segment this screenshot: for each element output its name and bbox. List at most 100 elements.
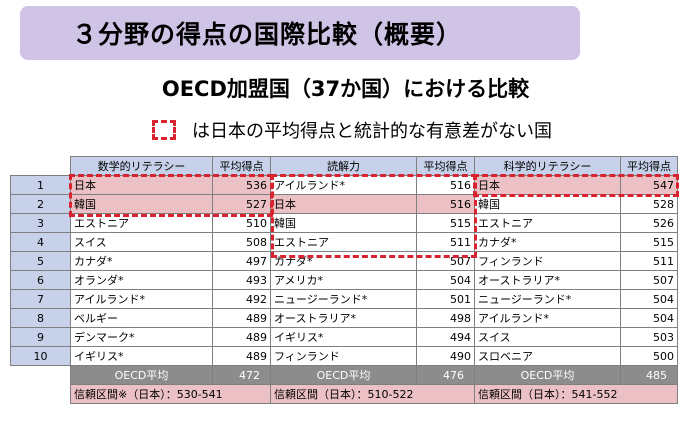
math-country-cell: オランダ* [70,270,213,290]
reading-country-cell: イギリス* [270,327,417,347]
reading-score-cell: 490 [416,346,475,366]
reading-header: 読解力 [270,156,417,176]
math-score-cell: 492 [212,289,271,309]
legend-dashed-box-icon [152,120,176,140]
science-country-cell: フィンランド [474,251,621,271]
math-score-cell: 489 [212,346,271,366]
math-score-cell: 510 [212,213,271,233]
science-score-cell: 515 [620,232,678,252]
science-country-cell: ニュージーランド* [474,289,621,309]
legend-text: は日本の平均得点と統計的な有意差がない国 [192,121,552,142]
science-score-cell: 507 [620,270,678,290]
table-row: 5 カナダ* 497 カナダ* 507 フィンランド 511 [10,251,678,271]
reading-country-cell: 韓国 [270,213,417,233]
math-country-cell: イギリス* [70,346,213,366]
title-banner: ３分野の得点の国際比較（概要） [20,6,580,60]
rank-cell: 6 [10,270,71,290]
average-label: OECD平均 [70,365,213,385]
science-score-cell: 503 [620,327,678,347]
math-confidence-interval: 信頼区間※（日本）：530-541 [70,384,271,404]
math-country-cell: アイルランド* [70,289,213,309]
rank-cell: 7 [10,289,71,309]
rank-cell: 3 [10,213,71,233]
reading-country-cell: エストニア [270,232,417,252]
reading-average: 476 [416,365,475,385]
math-country-cell: エストニア [70,213,213,233]
header-row: 数学的リテラシー 平均得点 読解力 平均得点 科学的リテラシー 平均得点 [11,156,678,176]
science-country-cell: オーストラリア* [474,270,621,290]
rank-cell: 8 [10,308,71,328]
rank-cell: 9 [10,327,71,347]
math-score-cell: 489 [212,327,271,347]
reading-score-cell: 507 [416,251,475,271]
science-confidence-interval: 信頼区間（日本）：541-552 [474,384,678,404]
science-score-header: 平均得点 [620,156,678,176]
science-score-cell: 511 [620,251,678,271]
science-score-cell: 528 [620,194,678,214]
math-country-cell: 韓国 [70,194,213,214]
reading-score-cell: 504 [416,270,475,290]
reading-score-cell: 501 [416,289,475,309]
science-score-cell: 500 [620,346,678,366]
reading-country-cell: 日本 [270,194,417,214]
rank-cell: 10 [10,346,71,366]
confidence-interval-row: 信頼区間※（日本）：530-541 信頼区間（日本）：510-522 信頼区間（… [11,384,678,404]
table-row: 9 デンマーク* 489 イギリス* 494 スイス 503 [10,327,678,347]
reading-country-cell: オーストラリア* [270,308,417,328]
math-score-cell: 508 [212,232,271,252]
table-row: 7 アイルランド* 492 ニュージーランド* 501 ニュージーランド* 504 [10,289,678,309]
page-title: ３分野の得点の国際比較（概要） [72,20,463,49]
math-score-header: 平均得点 [212,156,271,176]
math-score-cell: 536 [212,175,271,195]
math-country-cell: デンマーク* [70,327,213,347]
science-score-cell: 526 [620,213,678,233]
table-row: 10 イギリス* 489 フィンランド 490 スロベニア 500 [10,346,678,366]
reading-score-cell: 498 [416,308,475,328]
science-country-cell: カナダ* [474,232,621,252]
math-score-cell: 489 [212,308,271,328]
math-country-cell: 日本 [70,175,213,195]
science-country-cell: 日本 [474,175,621,195]
legend: は日本の平均得点と統計的な有意差がない国 [152,116,552,144]
corner-cell [11,157,71,176]
reading-country-cell: アイルランド* [270,175,417,195]
reading-country-cell: アメリカ* [270,270,417,290]
average-label: OECD平均 [270,365,417,385]
math-header: 数学的リテラシー [70,156,213,176]
table-row: 6 オランダ* 493 アメリカ* 504 オーストラリア* 507 [10,270,678,290]
reading-score-header: 平均得点 [416,156,475,176]
reading-country-cell: フィンランド [270,346,417,366]
math-score-cell: 497 [212,251,271,271]
math-country-cell: スイス [70,232,213,252]
table-row: 8 ベルギー 489 オーストラリア* 498 アイルランド* 504 [10,308,678,328]
science-score-cell: 547 [620,175,678,195]
reading-score-cell: 511 [416,232,475,252]
average-label: OECD平均 [474,365,621,385]
rank-cell: 2 [10,194,71,214]
math-country-cell: カナダ* [70,251,213,271]
science-score-cell: 504 [620,308,678,328]
reading-score-cell: 494 [416,327,475,347]
rank-cell: 4 [10,232,71,252]
science-score-cell: 504 [620,289,678,309]
science-average: 485 [620,365,678,385]
table-row: 2 韓国 527 日本 516 韓国 528 [10,194,678,214]
rank-cell: 1 [10,175,71,195]
reading-score-cell: 515 [416,213,475,233]
science-country-cell: エストニア [474,213,621,233]
math-score-cell: 493 [212,270,271,290]
reading-score-cell: 516 [416,194,475,214]
reading-country-cell: ニュージーランド* [270,289,417,309]
oecd-average-row: OECD平均 472 OECD平均 476 OECD平均 485 [11,365,678,385]
science-country-cell: スイス [474,327,621,347]
science-country-cell: 韓国 [474,194,621,214]
science-country-cell: アイルランド* [474,308,621,328]
subtitle: OECD加盟国（37か国）における比較 [161,77,530,101]
science-header: 科学的リテラシー [474,156,621,176]
reading-country-cell: カナダ* [270,251,417,271]
ranking-table: 数学的リテラシー 平均得点 読解力 平均得点 科学的リテラシー 平均得点 1 日本… [10,156,678,404]
table-row: 4 スイス 508 エストニア 511 カナダ* 515 [10,232,678,252]
table-row: 1 日本 536 アイルランド* 516 日本 547 [10,175,678,195]
math-score-cell: 527 [212,194,271,214]
math-country-cell: ベルギー [70,308,213,328]
